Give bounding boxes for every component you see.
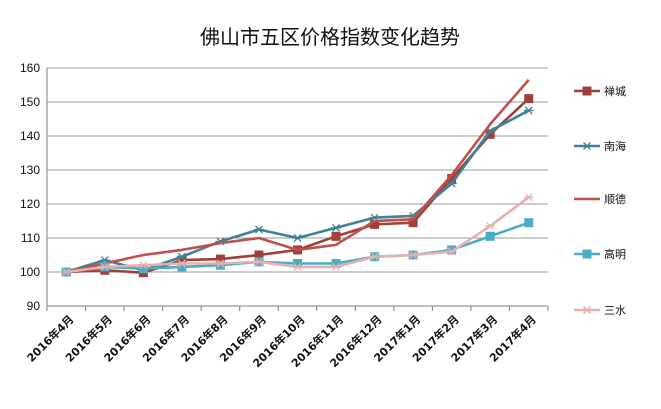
data-point [215,260,225,270]
chart-title: 佛山市五区价格指数变化趋势 [200,25,460,49]
data-point [485,129,495,139]
data-point [447,245,457,255]
legend-item: 顺德 [574,192,626,206]
data-point [523,193,534,202]
data-point [253,257,264,266]
legend-item: 禅城 [574,84,626,98]
legend-label: 南海 [604,139,626,153]
data-point [370,219,380,229]
data-point [99,262,110,271]
data-point [138,261,149,270]
series-line [65,79,530,274]
data-point [485,231,495,241]
data-point [524,94,534,104]
data-point [524,218,534,228]
y-tick-label: 150 [20,95,40,109]
legend-label: 高明 [604,247,626,261]
y-tick-label: 160 [20,61,40,75]
data-point [331,262,342,271]
series-2 [65,79,530,274]
data-point [292,262,303,271]
data-point [292,234,303,242]
y-tick-label: 130 [20,163,40,177]
series-4 [61,193,534,276]
legend-label: 顺德 [604,192,626,206]
legend-marker [582,86,592,96]
y-tick-label: 100 [20,265,40,279]
data-point [215,259,226,268]
data-point [293,259,302,268]
data-point [215,254,225,264]
data-point [331,231,341,241]
data-point [176,252,187,261]
axis-layer: 901001101201301401501602016年4月2016年5月201… [20,61,549,370]
data-point [331,223,342,232]
data-point [176,259,187,268]
data-point [446,179,457,188]
data-point [408,218,418,228]
data-point [523,106,534,115]
y-tick-label: 140 [20,129,40,143]
y-tick-label: 120 [20,197,40,211]
data-point [138,264,148,274]
legend-label: 禅城 [604,84,626,98]
data-point [177,255,187,265]
y-tick-label: 90 [27,299,41,313]
legend-item: 高明 [574,247,626,261]
data-point [408,251,419,259]
legend-marker [582,306,592,314]
data-point [177,262,187,272]
data-point [447,174,457,183]
data-point [485,222,496,231]
data-point [254,250,264,260]
legend-item: 南海 [574,139,626,153]
series-layer [61,79,534,278]
legend-marker [582,142,592,150]
data-point [61,268,72,276]
data-point [331,259,341,268]
data-point [253,225,264,234]
legend-item: 三水 [574,304,626,317]
y-tick-label: 110 [21,231,40,245]
legend-label: 三水 [604,304,626,317]
legend-marker [582,249,592,259]
data-point [446,247,457,256]
data-point [369,252,380,261]
